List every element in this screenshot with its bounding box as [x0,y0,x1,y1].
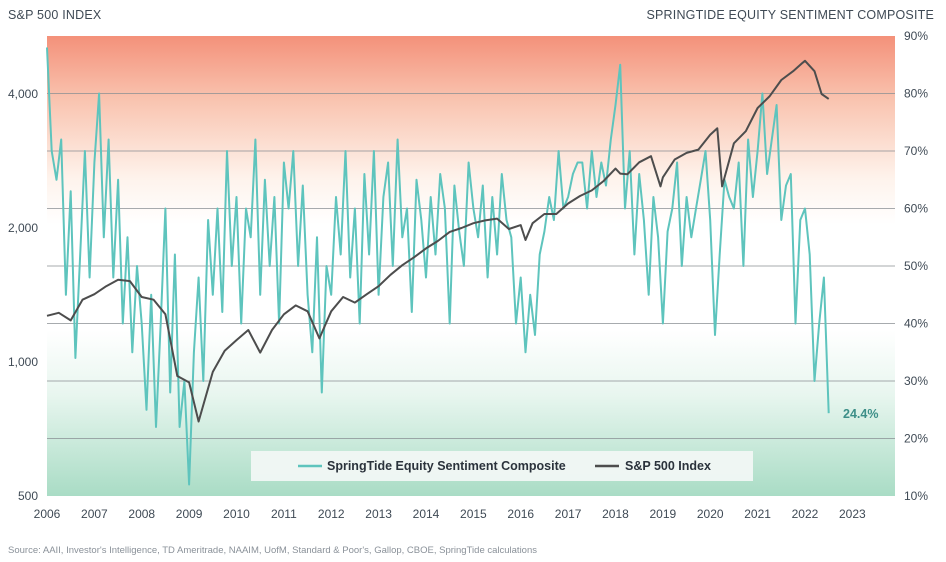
left-tick-label: 500 [18,489,38,503]
legend: SpringTide Equity Sentiment Composite S&… [251,451,753,481]
left-tick-label: 2,000 [8,221,38,235]
left-tick-label: 1,000 [8,355,38,369]
x-tick-label: 2009 [176,507,203,521]
x-tick-label: 2022 [792,507,819,521]
x-tick-label: 2011 [271,507,297,521]
legend-label-sp500: S&P 500 Index [625,459,711,473]
right-tick-label: 80% [904,87,928,101]
left-axis: 500 1,000 2,000 4,000 [8,87,38,503]
x-tick-label: 2014 [413,507,440,521]
x-tick-label: 2013 [365,507,392,521]
x-tick-label: 2007 [81,507,108,521]
chart: 500 1,000 2,000 4,000 10% 20% 30% 40% 50% 60% 70%… [8,29,928,521]
x-tick-label: 2020 [697,507,724,521]
series-layer [46,47,830,486]
right-tick-label: 60% [904,202,928,216]
right-axis-title: SPRINGTIDE EQUITY SENTIMENT COMPOSITE [646,8,934,22]
annotation-latest-value: 24.4% [843,407,878,421]
x-tick-label: 2008 [128,507,155,521]
right-tick-label: 20% [904,432,928,446]
series-line-sentiment [46,47,830,486]
right-axis: 10% 20% 30% 40% 50% 60% 70% 80% 90% [904,29,928,503]
x-tick-label: 2019 [650,507,677,521]
x-tick-label: 2010 [223,507,250,521]
left-tick-label: 4,000 [8,87,38,101]
x-tick-label: 2016 [507,507,534,521]
legend-box [251,451,753,481]
gridlines [47,93,895,439]
right-tick-label: 70% [904,144,928,158]
x-axis: 2006 2007 2008 2009 2010 2011 2012 2013 2014 2015… [34,507,866,521]
series-line-sp500 [46,59,830,423]
x-tick-label: 2015 [460,507,487,521]
x-tick-label: 2021 [744,507,771,521]
x-tick-label: 2006 [34,507,61,521]
right-tick-label: 90% [904,29,928,43]
right-tick-label: 10% [904,489,928,503]
x-tick-label: 2023 [839,507,866,521]
right-tick-label: 50% [904,259,928,273]
x-tick-label: 2012 [318,507,345,521]
right-tick-label: 40% [904,317,928,331]
x-tick-label: 2017 [555,507,582,521]
left-axis-title: S&P 500 INDEX [8,8,102,22]
source-note: Source: AAII, Investor's Intelligence, T… [8,545,537,556]
legend-label-sentiment: SpringTide Equity Sentiment Composite [327,459,566,473]
right-tick-label: 30% [904,374,928,388]
x-tick-label: 2018 [602,507,629,521]
